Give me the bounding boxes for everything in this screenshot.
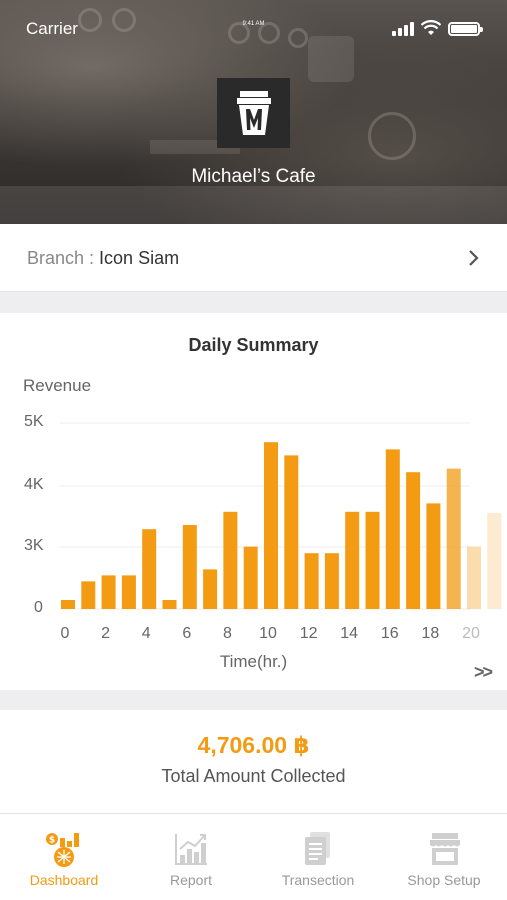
x-tick-label: 16	[380, 625, 399, 642]
tab-dashboard[interactable]: $ Dashboard	[14, 815, 114, 900]
background-photo-decor	[112, 8, 136, 32]
bar-hour-19	[446, 468, 461, 609]
bar-hour-20	[467, 546, 481, 609]
background-photo-decor	[78, 8, 102, 32]
bar-hour-21	[487, 513, 502, 609]
chart-title: Daily Summary	[188, 335, 319, 355]
clock: 9:41 AM	[242, 21, 265, 27]
bottom-tab-bar: $ Dashboard Report Transection	[0, 815, 507, 900]
battery-icon	[448, 22, 483, 36]
bar-hour-15	[365, 511, 380, 609]
background-photo-decor	[0, 186, 507, 224]
x-tick-label: 6	[182, 625, 192, 642]
bar-hour-3	[121, 575, 136, 609]
total-amount: 4,706.00 ฿	[197, 732, 310, 758]
background-photo-decor	[288, 28, 308, 48]
tab-transection[interactable]: Transection	[268, 815, 368, 900]
bar-hour-13	[324, 553, 339, 609]
x-tick-label: 18	[421, 625, 440, 642]
chart-xlabel: Time(hr.)	[219, 652, 288, 671]
branch-prefix: Branch :	[27, 248, 100, 268]
section-divider	[0, 690, 507, 710]
tab-label: Dashboard	[29, 872, 99, 888]
branch-label: Branch : Icon Siam	[27, 248, 179, 269]
y-tick-label: 0	[34, 599, 43, 616]
bar-hour-9	[243, 546, 258, 609]
branch-selector[interactable]: Branch : Icon Siam	[0, 224, 507, 292]
bar-hour-11	[284, 455, 299, 609]
tab-shop-setup[interactable]: Shop Setup	[394, 815, 494, 900]
background-photo-decor	[228, 22, 250, 44]
section-divider	[0, 292, 507, 313]
bar-hour-8	[223, 511, 238, 609]
chevron-right-icon[interactable]	[466, 249, 482, 267]
shop-name: Michael’s Cafe	[191, 166, 316, 187]
tab-report[interactable]: Report	[141, 815, 241, 900]
x-tick-label: 12	[299, 625, 318, 642]
tab-label: Shop Setup	[407, 872, 481, 888]
y-tick-label: 3K	[24, 537, 44, 554]
y-tick-label: 4K	[24, 476, 44, 493]
x-tick-label: 0	[60, 625, 70, 642]
wifi-icon	[421, 20, 441, 35]
bar-hour-7	[203, 569, 218, 609]
bar-hour-14	[345, 511, 360, 609]
bar-hour-0	[61, 600, 75, 609]
bar-hour-1	[81, 581, 96, 609]
x-tick-label: 20	[462, 625, 480, 642]
x-tick-label: 8	[222, 625, 232, 642]
coffee-cup-logo-icon	[236, 91, 271, 135]
x-tick-label: 10	[259, 625, 277, 642]
dashboard-icon: $	[46, 833, 79, 867]
total-label: Total Amount Collected	[161, 766, 346, 786]
background-photo-decor	[258, 22, 280, 44]
x-tick-label: 4	[141, 625, 151, 642]
bar-hour-6	[182, 525, 197, 609]
branch-value: Icon Siam	[99, 248, 180, 268]
daily-summary-card: Daily Summary Revenue 0 3K 4K 5K 0 2 4 6 8 10 12 1…	[0, 313, 507, 690]
bar-hour-12	[304, 553, 319, 609]
revenue-bar-chart	[60, 422, 502, 610]
shop-icon	[430, 833, 460, 865]
report-chart-icon	[175, 834, 207, 865]
background-photo-decor	[308, 36, 354, 82]
bar-hour-2	[101, 575, 116, 609]
carrier-label: Carrier	[26, 19, 78, 38]
bar-hour-17	[406, 472, 421, 609]
chart-ylabel: Revenue	[23, 376, 92, 395]
svg-text:$: $	[49, 836, 55, 846]
shop-logo	[217, 78, 290, 148]
background-photo-decor	[368, 112, 416, 160]
header-banner: Carrier 9:41 AM Michael’s Cafe	[0, 0, 507, 224]
bar-hour-18	[426, 503, 441, 609]
x-tick-label: 14	[340, 625, 359, 642]
bar-hour-10	[264, 442, 278, 609]
bar-hour-16	[385, 449, 400, 609]
document-icon	[305, 832, 330, 865]
tab-label: Report	[169, 872, 213, 888]
x-tick-label: 2	[101, 625, 111, 642]
y-tick-label: 5K	[24, 413, 44, 430]
tab-label: Transection	[281, 872, 355, 888]
bar-hour-5	[162, 600, 177, 609]
signal-icon	[392, 22, 414, 36]
bar-hour-4	[142, 529, 157, 609]
total-summary: 4,706.00 ฿ Total Amount Collected	[0, 710, 507, 814]
scroll-next-button[interactable]: >>	[474, 662, 493, 682]
status-bar: Carrier 9:41 AM	[0, 0, 507, 56]
